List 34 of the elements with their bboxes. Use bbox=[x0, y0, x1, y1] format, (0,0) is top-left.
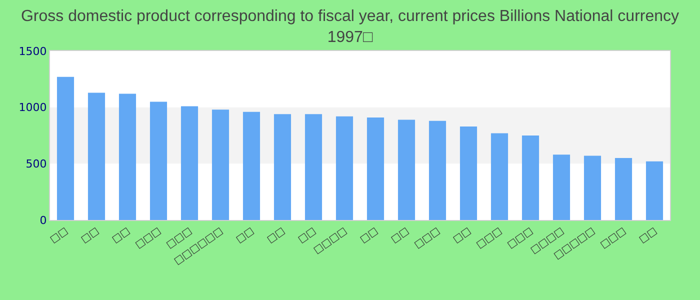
bar bbox=[118, 94, 136, 220]
x-tick-label: □□ bbox=[358, 226, 380, 246]
bar bbox=[180, 106, 198, 220]
y-tick-label: 1000 bbox=[18, 101, 47, 114]
x-tick-label: □□ bbox=[79, 226, 102, 246]
bar bbox=[304, 114, 322, 220]
y-tick-label: 0 bbox=[40, 214, 47, 227]
chart-title: Gross domestic product corresponding to fiscal year, current prices Billions National currency 1997□ bbox=[20, 8, 680, 46]
bar bbox=[646, 161, 664, 220]
bar bbox=[522, 136, 540, 220]
bar bbox=[212, 110, 230, 220]
bar bbox=[460, 126, 478, 220]
x-tick-label: □□ bbox=[110, 226, 132, 246]
bar bbox=[428, 120, 446, 220]
x-tick-label: □□ bbox=[637, 226, 660, 246]
x-tick-label: □□ bbox=[265, 226, 288, 246]
bar bbox=[614, 158, 632, 220]
bar bbox=[56, 76, 74, 220]
bar bbox=[366, 117, 384, 220]
bar bbox=[490, 133, 508, 220]
bar bbox=[88, 92, 106, 220]
bar bbox=[242, 112, 260, 220]
bar bbox=[398, 120, 416, 220]
x-tick-label: □□ bbox=[389, 226, 412, 246]
x-tick-label: □□ bbox=[48, 226, 70, 246]
bar bbox=[584, 156, 602, 220]
y-tick-label: 1500 bbox=[18, 44, 47, 58]
bar bbox=[552, 154, 570, 220]
bar bbox=[336, 116, 354, 220]
x-tick-label: □□ bbox=[451, 226, 474, 246]
y-tick-label: 500 bbox=[26, 158, 47, 171]
bar bbox=[274, 114, 292, 220]
x-tick-label: □□ bbox=[234, 226, 256, 246]
bar bbox=[150, 102, 168, 220]
